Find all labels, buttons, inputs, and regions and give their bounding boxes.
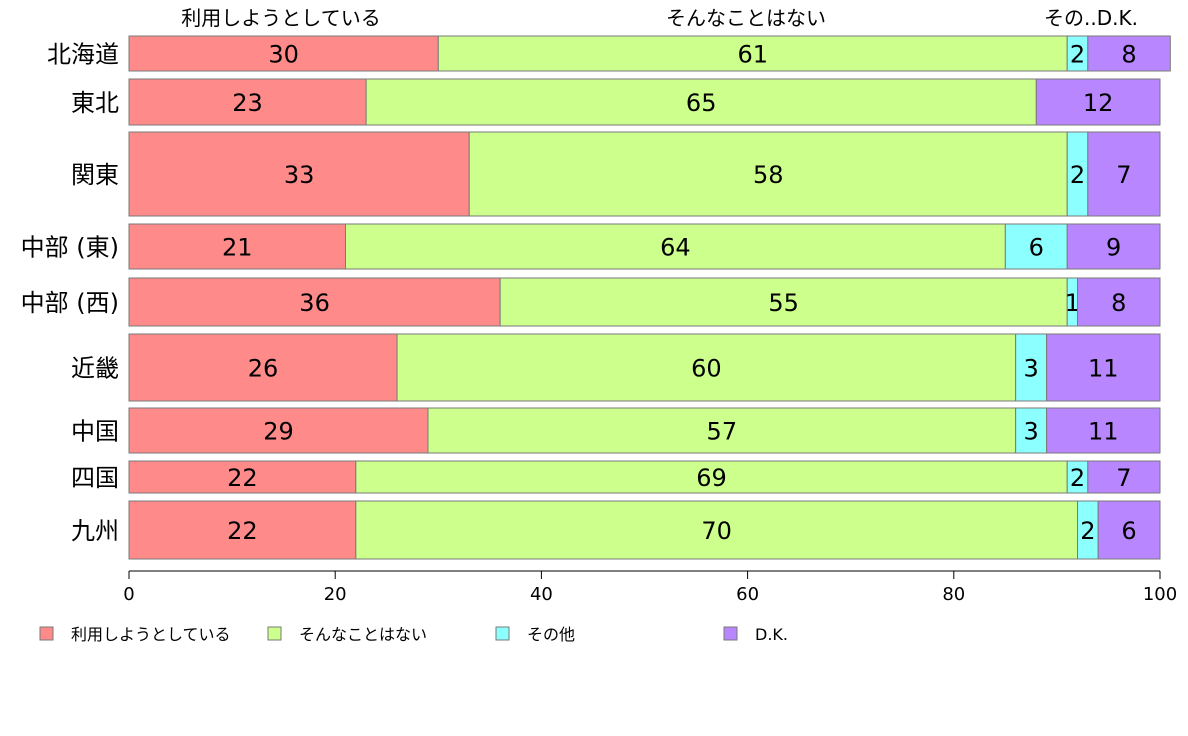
bar-segment [427,407,1017,454]
legend-swatch [39,626,54,641]
x-tick-label: 40 [530,584,553,605]
segment-value-label: 2 [1070,41,1085,69]
bar-segment [1087,131,1161,217]
category-label: 近畿 [71,355,119,383]
bar-segment [1046,407,1161,454]
bar-segment [365,78,1037,126]
bar-segment [1097,500,1161,560]
segment-value-label: 23 [232,89,263,117]
x-tick-label: 80 [942,584,965,605]
bar-segment [355,500,1079,560]
bar-segment [128,131,470,217]
segment-value-label: 11 [1088,418,1119,446]
top-column-label: そんなことはない [666,6,826,30]
bar-segment [1004,223,1068,270]
bar-segment [345,223,1006,270]
legend: 利用しようとしている そんなことはない その他 D.K. [39,625,788,644]
top-column-label: 利用しようとしている [181,6,380,30]
legend-label: その他 [527,625,575,644]
segment-value-label: 60 [691,355,722,383]
segment-value-label: 1 [1065,289,1080,317]
category-label: 東北 [71,89,119,117]
bar-segment [128,407,429,454]
x-tick-label: 60 [736,584,759,605]
category-label: 中国 [71,418,119,446]
top-column-labels: 利用しようとしている そんなことはない その..D.K. [181,6,1138,30]
segment-value-label: 58 [753,161,784,189]
segment-value-label: 3 [1023,355,1038,383]
legend-swatch [267,626,282,641]
segment-value-label: 11 [1088,355,1119,383]
segment-value-label: 2 [1070,161,1085,189]
bar-segment [1035,78,1161,126]
x-axis: 0 20 40 60 80 100 [123,570,1177,605]
bar-segment [128,500,357,560]
category-label: 北海道 [47,41,119,69]
segment-value-label: 70 [701,517,732,545]
bar-segment [437,35,1068,72]
category-label: 中部 (東) [21,234,119,262]
legend-swatch [495,626,510,641]
segment-value-label: 69 [696,464,727,492]
bar-segment [1087,35,1171,72]
bar-segment [355,460,1068,494]
segment-value-label: 2 [1070,464,1085,492]
bar-segment [1046,333,1161,402]
bar-segment [128,35,439,72]
bar-segment [128,460,357,494]
segment-value-label: 22 [227,464,258,492]
bar-segment [396,333,1017,402]
segment-value-label: 36 [299,289,330,317]
bar-segment [128,277,501,327]
segment-value-label: 57 [707,418,738,446]
legend-label: そんなことはない [299,625,427,644]
segment-value-label: 64 [660,234,691,262]
bar-segment [128,78,367,126]
category-label: 関東 [71,161,119,189]
bar-segment [1015,333,1048,402]
legend-swatch [723,626,738,641]
segment-value-label: 55 [768,289,799,317]
bar-segment [1077,277,1161,327]
top-column-label: その..D.K. [1044,6,1138,30]
bar-segment [128,333,398,402]
legend-label: 利用しようとしている [71,625,231,644]
x-tick-label: 20 [324,584,347,605]
bar-segment [1066,223,1161,270]
bar-segment [128,223,347,270]
segment-value-label: 29 [263,418,294,446]
bar-segment [1087,460,1161,494]
segment-value-label: 26 [248,355,279,383]
segment-value-label: 22 [227,517,258,545]
segment-value-label: 2 [1080,517,1095,545]
segment-value-label: 61 [737,41,768,69]
category-label: 九州 [71,517,119,545]
segment-value-label: 7 [1116,464,1131,492]
segment-value-label: 12 [1083,89,1114,117]
legend-label: D.K. [755,625,788,644]
segment-value-label: 8 [1111,289,1126,317]
bar-segment [1015,407,1048,454]
category-label: 四国 [71,464,119,492]
segment-value-label: 33 [284,161,315,189]
segment-value-label: 8 [1121,41,1136,69]
bar-segment [468,131,1068,217]
segment-value-label: 65 [686,89,717,117]
segment-value-label: 3 [1023,418,1038,446]
segment-value-label: 6 [1029,234,1044,262]
x-tick-label: 0 [123,584,134,605]
category-label: 中部 (西) [21,289,119,317]
segment-value-label: 21 [222,234,253,262]
segment-value-label: 6 [1121,517,1136,545]
x-tick-label: 100 [1143,584,1177,605]
segment-value-label: 30 [268,41,299,69]
segment-value-label: 9 [1106,234,1121,262]
segment-value-label: 7 [1116,161,1131,189]
